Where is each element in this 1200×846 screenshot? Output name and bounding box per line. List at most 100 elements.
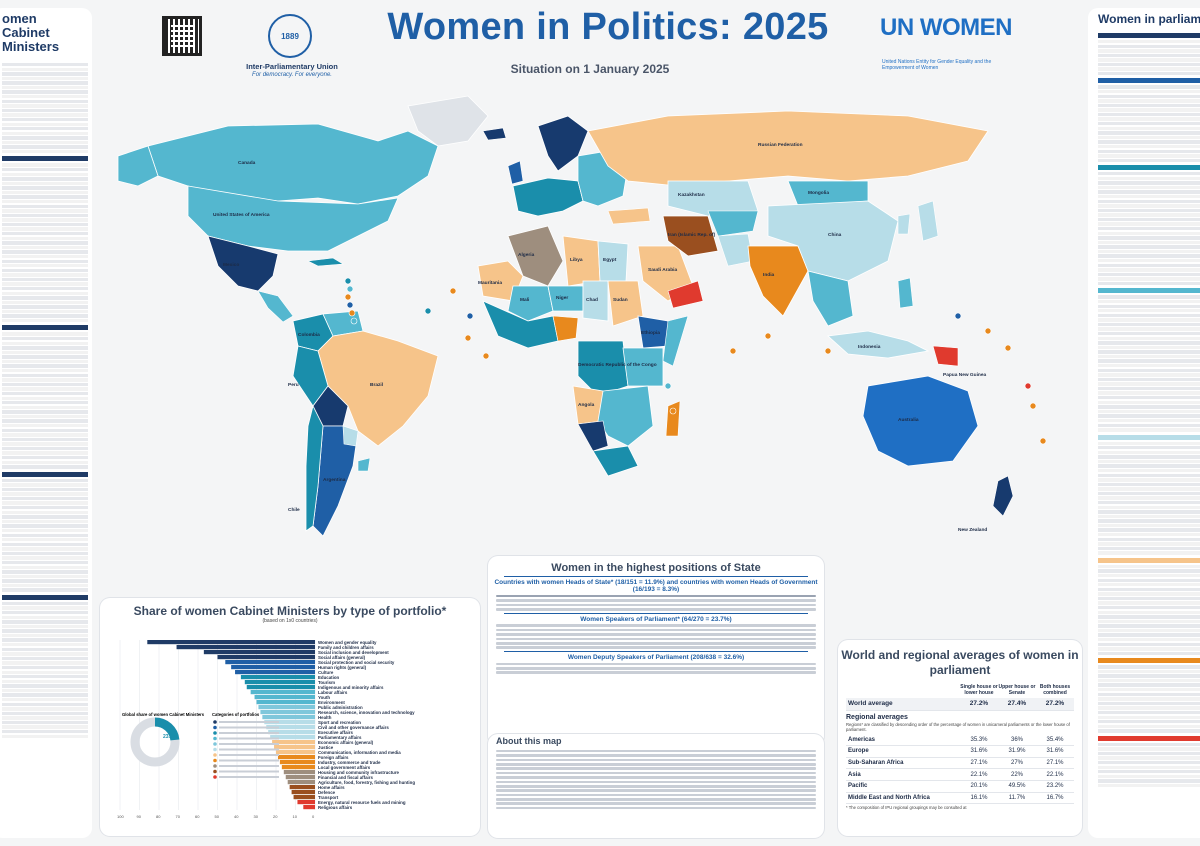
country-usa[interactable] [187, 185, 399, 252]
small-state-marker[interactable] [1024, 382, 1032, 390]
qr-code-icon[interactable] [162, 16, 202, 56]
table-row [1098, 318, 1200, 322]
table-row [2, 355, 88, 359]
map-label-niger: Niger [556, 295, 568, 301]
table-row [2, 629, 88, 633]
table-row [2, 446, 88, 451]
country-indonesia[interactable] [827, 330, 930, 359]
country-japan[interactable] [917, 200, 939, 242]
map-label-angola: Angola [578, 402, 595, 408]
ipu-tagline: For democracy. For everyone. [252, 72, 332, 78]
country-cuba[interactable] [306, 257, 344, 267]
small-state-marker[interactable] [764, 332, 772, 340]
small-state-marker[interactable] [449, 287, 457, 295]
country-nigeria[interactable] [552, 315, 579, 342]
table-row [2, 163, 88, 167]
country-papua-new-guinea[interactable] [932, 345, 959, 367]
portfolio-label: Agriculture, food, forestry, fishing and… [318, 780, 415, 785]
table-row [1098, 592, 1200, 596]
table-row [2, 85, 88, 90]
table-row [1098, 464, 1200, 468]
table-row [1098, 605, 1200, 610]
country-southeast-asia[interactable] [807, 270, 854, 327]
category-text [219, 737, 279, 740]
region-row: Europe 31.6% 31.9% 31.6% [846, 745, 1074, 758]
table-row [1098, 615, 1200, 619]
deputy-speakers-heading: Women Deputy Speakers of Parliament (208… [567, 653, 745, 661]
global-share-donut-arc [130, 717, 180, 767]
country-chad[interactable] [582, 280, 609, 322]
country-western-europe[interactable] [512, 177, 584, 217]
table-row [1098, 596, 1200, 601]
small-state-marker[interactable] [984, 327, 992, 335]
world-map[interactable]: Canada United States of America Mexico B… [108, 86, 1078, 556]
small-state-marker[interactable] [346, 285, 354, 293]
country-australia[interactable] [862, 375, 979, 467]
country-turkiye[interactable] [607, 207, 651, 225]
country-new-zealand[interactable] [992, 475, 1014, 517]
small-state-marker[interactable] [664, 382, 672, 390]
small-state-marker[interactable] [344, 293, 352, 301]
region-single: 22.1% [960, 768, 998, 781]
country-namibia[interactable] [577, 420, 609, 452]
small-state-marker[interactable] [348, 309, 356, 317]
country-iran[interactable] [662, 215, 719, 257]
small-state-marker[interactable] [466, 312, 474, 320]
small-state-marker[interactable] [344, 277, 352, 285]
world-average-row: World average 27.2% 27.4% 27.2% [846, 698, 1074, 711]
country-mali[interactable] [507, 285, 554, 322]
map-label-russia: Russian Federation [758, 142, 803, 148]
country-east-africa[interactable] [622, 347, 664, 387]
table-row [1098, 176, 1200, 181]
table-row [1098, 414, 1200, 418]
country-somalia[interactable] [662, 315, 689, 367]
table-row [1098, 396, 1200, 400]
country-central-america[interactable] [257, 290, 294, 323]
table-row [2, 720, 88, 725]
small-state-marker[interactable] [482, 352, 490, 360]
country-chile[interactable] [305, 404, 324, 532]
table-row [2, 81, 88, 85]
small-state-marker[interactable] [669, 407, 677, 415]
country-russia[interactable] [587, 110, 989, 187]
country-uk[interactable] [507, 160, 524, 185]
map-label-india: India [763, 272, 775, 278]
country-iceland[interactable] [482, 127, 507, 141]
country-greenland[interactable] [407, 95, 489, 147]
portfolio-bar [203, 650, 315, 655]
country-yemen-oman[interactable] [667, 280, 704, 309]
small-state-marker[interactable] [1029, 402, 1037, 410]
region-header-bar [1098, 658, 1200, 664]
table-row [2, 213, 88, 218]
small-state-marker[interactable] [1039, 437, 1047, 445]
country-central-asia[interactable] [707, 210, 759, 237]
table-row [1098, 236, 1200, 240]
small-state-marker[interactable] [729, 347, 737, 355]
table-row [2, 496, 88, 501]
portfolio-label: Indigenous and minority affairs [318, 685, 384, 690]
country-paraguay[interactable] [342, 425, 359, 447]
country-madagascar[interactable] [665, 400, 681, 437]
country-mexico[interactable] [207, 235, 279, 292]
small-state-marker[interactable] [464, 334, 472, 342]
table-row [1098, 90, 1200, 94]
country-korea[interactable] [897, 213, 911, 235]
page-subtitle: Situation on 1 January 2025 [510, 62, 670, 76]
small-state-marker[interactable] [350, 317, 358, 325]
small-state-marker[interactable] [424, 307, 432, 315]
small-state-marker[interactable] [954, 312, 962, 320]
country-uruguay[interactable] [357, 457, 371, 472]
small-state-marker[interactable] [1004, 344, 1012, 352]
country-philippines[interactable] [897, 277, 914, 309]
country-algeria[interactable] [507, 225, 564, 287]
country-sudan[interactable] [607, 280, 644, 327]
table-row [2, 716, 88, 720]
table-row [1098, 587, 1200, 592]
ipu-logo: 1889 [268, 14, 312, 58]
portfolio-bar [279, 760, 315, 765]
country-south-africa[interactable] [592, 445, 639, 477]
small-state-marker[interactable] [824, 347, 832, 355]
region-name: Asia [846, 768, 960, 781]
country-alaska[interactable] [117, 145, 159, 187]
small-state-marker[interactable] [346, 301, 354, 309]
